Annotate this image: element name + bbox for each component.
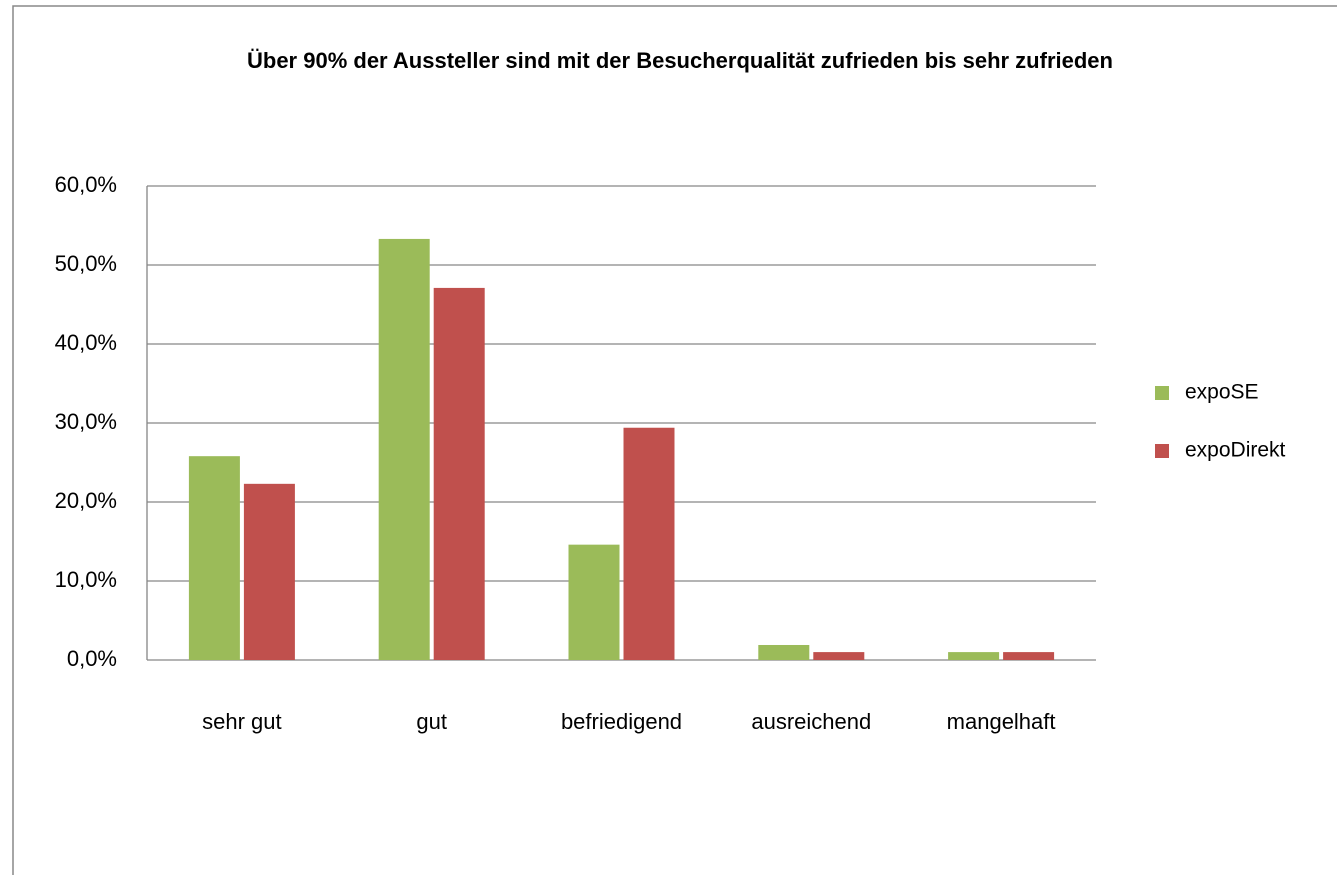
x-tick-label: mangelhaft: [947, 709, 1056, 734]
y-tick-label: 30,0%: [55, 409, 117, 434]
y-tick-label: 20,0%: [55, 488, 117, 513]
x-tick-label: ausreichend: [751, 709, 871, 734]
chart-frame: [12, 5, 1337, 875]
legend-label: expoDirekt: [1185, 439, 1286, 462]
bar: [188, 456, 240, 660]
y-tick-label: 10,0%: [55, 567, 117, 592]
y-tick-label: 40,0%: [55, 330, 117, 355]
y-tick-label: 50,0%: [55, 251, 117, 276]
bar: [623, 427, 675, 660]
x-tick-label: befriedigend: [561, 709, 682, 734]
bar: [568, 544, 620, 660]
chart-title: Über 90% der Aussteller sind mit der Bes…: [247, 48, 1113, 73]
legend-swatch: [1155, 444, 1169, 458]
bar: [433, 287, 485, 660]
legend-label: expoSE: [1185, 381, 1259, 404]
y-tick-label: 0,0%: [67, 646, 117, 671]
y-tick-label: 60,0%: [55, 172, 117, 197]
bar: [948, 652, 1000, 660]
x-tick-label: gut: [416, 709, 447, 734]
bar: [1003, 652, 1055, 660]
bar: [378, 238, 430, 660]
bar: [758, 644, 810, 660]
bar: [813, 652, 865, 660]
bar: [243, 483, 295, 660]
legend-swatch: [1155, 386, 1169, 400]
x-tick-label: sehr gut: [202, 709, 282, 734]
